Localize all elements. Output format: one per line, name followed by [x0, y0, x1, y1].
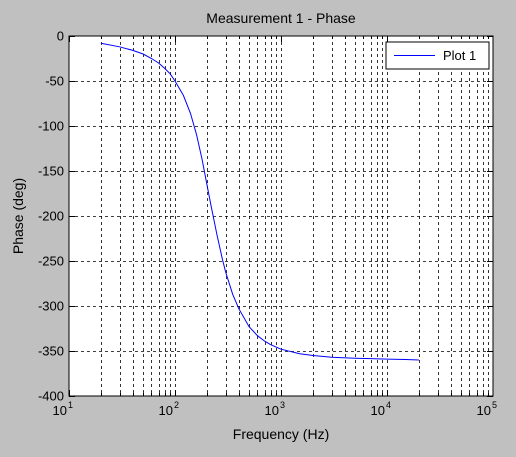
x-tick-label-exponent: 4 [386, 400, 391, 410]
x-tick-label: 10 [265, 403, 279, 418]
x-tick-labels: 10 1 10 2 10 3 10 4 10 5 [53, 400, 497, 418]
grid-lines [69, 36, 493, 396]
x-axis-label: Frequency (Hz) [233, 426, 329, 442]
y-tick-label: -350 [38, 344, 64, 359]
y-axis-label: Phase (deg) [10, 178, 26, 254]
legend-label-plot-1: Plot 1 [443, 48, 476, 63]
y-tick-label: -300 [38, 299, 64, 314]
x-tick-label-exponent: 3 [280, 400, 285, 410]
y-tick-label: -50 [45, 74, 64, 89]
y-tick-labels: 0 -50 -100 -150 -200 -250 -300 -350 -400 [38, 29, 64, 404]
plot-area [69, 36, 493, 396]
y-tick-label: -400 [38, 389, 64, 404]
y-tick-label: -200 [38, 209, 64, 224]
x-tick-label-exponent: 2 [174, 400, 179, 410]
plot-frame [68, 35, 494, 397]
y-tick-label: 0 [57, 29, 64, 44]
x-tick-label-exponent: 1 [68, 400, 73, 410]
x-tick-label: 10 [159, 403, 173, 418]
series-line-plot-1 [100, 42, 419, 361]
y-tick-label: -150 [38, 164, 64, 179]
y-tick-label: -100 [38, 119, 64, 134]
x-tick-label-exponent: 5 [492, 400, 497, 410]
x-tick-label: 10 [477, 403, 491, 418]
x-tick-label: 10 [53, 403, 67, 418]
chart-title: Measurement 1 - Phase [206, 10, 356, 26]
legend: Plot 1 [385, 41, 490, 70]
x-tick-label: 10 [371, 403, 385, 418]
y-tick-label: -250 [38, 254, 64, 269]
